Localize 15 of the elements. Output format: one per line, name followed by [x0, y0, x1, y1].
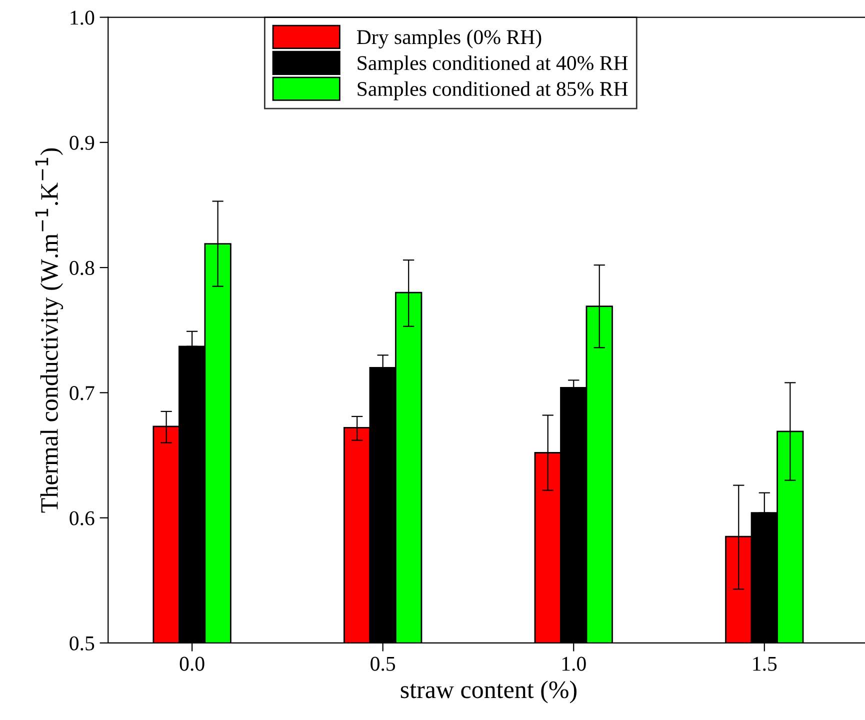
x-tick-label: 0.0 — [180, 656, 204, 671]
legend-label: Samples conditioned at 40% RH — [358, 55, 628, 74]
y-tick-label: 0.8 — [70, 260, 94, 276]
legend-label: Samples conditioned at 85% RH — [358, 81, 628, 100]
x-tick-label: 1.0 — [562, 656, 586, 671]
y-tick-label: 0.9 — [70, 136, 94, 150]
x-tick-label: 0.5 — [370, 656, 396, 671]
y-axis-title: Thermal conductivity (W.m$^{−1}$.K$^{−1}$) — [35, 148, 64, 513]
x-tick-label: 1.5 — [753, 656, 777, 671]
y-tick-label: 0.7 — [70, 386, 94, 400]
x-axis-title: straw content (%) — [400, 680, 576, 704]
y-tick-label: 0.5 — [70, 636, 94, 650]
y-tick-label: 0.6 — [70, 511, 94, 526]
legend-label: Dry samples (0% RH) — [356, 29, 542, 48]
y-tick-label: 1.0 — [70, 10, 94, 25]
